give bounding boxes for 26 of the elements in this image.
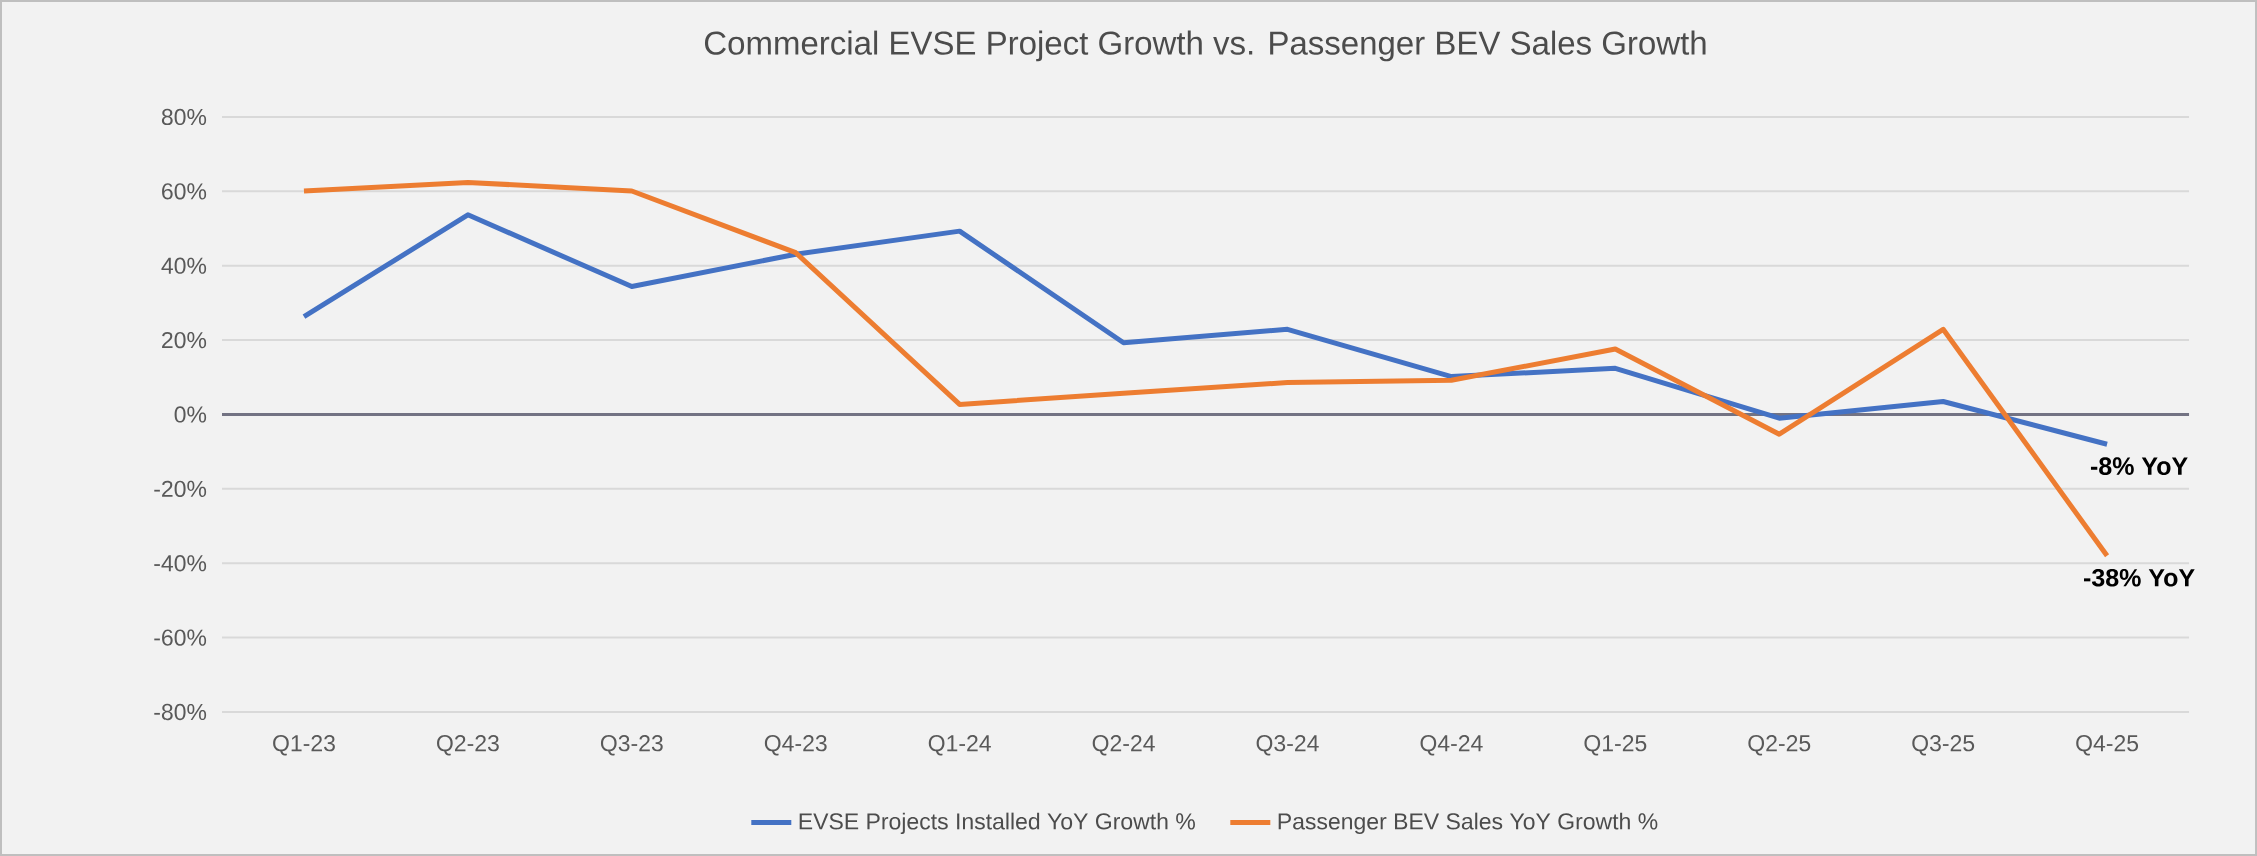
y-tick-label: -20% (154, 480, 207, 497)
y-tick-label: 20% (162, 331, 207, 349)
x-tick-label: Q4-23 (764, 735, 827, 756)
x-tick-label: Q1-24 (928, 735, 991, 756)
y-tick-label: -80% (154, 703, 207, 721)
y-tick-label: 60% (162, 183, 207, 200)
x-tick-label: Q2-23 (437, 735, 499, 756)
x-tick-label: Q3-24 (1256, 735, 1319, 756)
y-tick-label: 40% (161, 257, 207, 274)
y-tick-label: -60% (154, 629, 207, 646)
x-tick-label: Q3-23 (600, 735, 663, 756)
y-tick-label: -40% (154, 555, 207, 572)
legend-label: Passenger BEV Sales YoY Growth % (1278, 812, 1658, 835)
x-tick-label: Q4-25 (2076, 735, 2139, 756)
x-tick-label: Q2-25 (1748, 735, 1811, 756)
x-tick-label: Q4-24 (1420, 735, 1483, 756)
x-tick-label: Q3-25 (1912, 735, 1975, 756)
annotation: -8% YoY (2090, 457, 2188, 476)
annotation: -38% YoY (2084, 568, 2195, 587)
y-tick-label: 80% (161, 108, 207, 126)
x-tick-label: Q1-25 (1584, 735, 1647, 756)
x-tick-label: Q1-23 (273, 735, 335, 756)
legend-label: EVSE Projects Installed YoY Growth % (799, 812, 1195, 835)
x-tick-label: Q2-24 (1092, 735, 1155, 756)
chart-title: Commercial EVSE Project Growth vs. Passenger BEV Sales Growth (704, 30, 1706, 62)
y-tick-label: 0% (174, 406, 207, 423)
